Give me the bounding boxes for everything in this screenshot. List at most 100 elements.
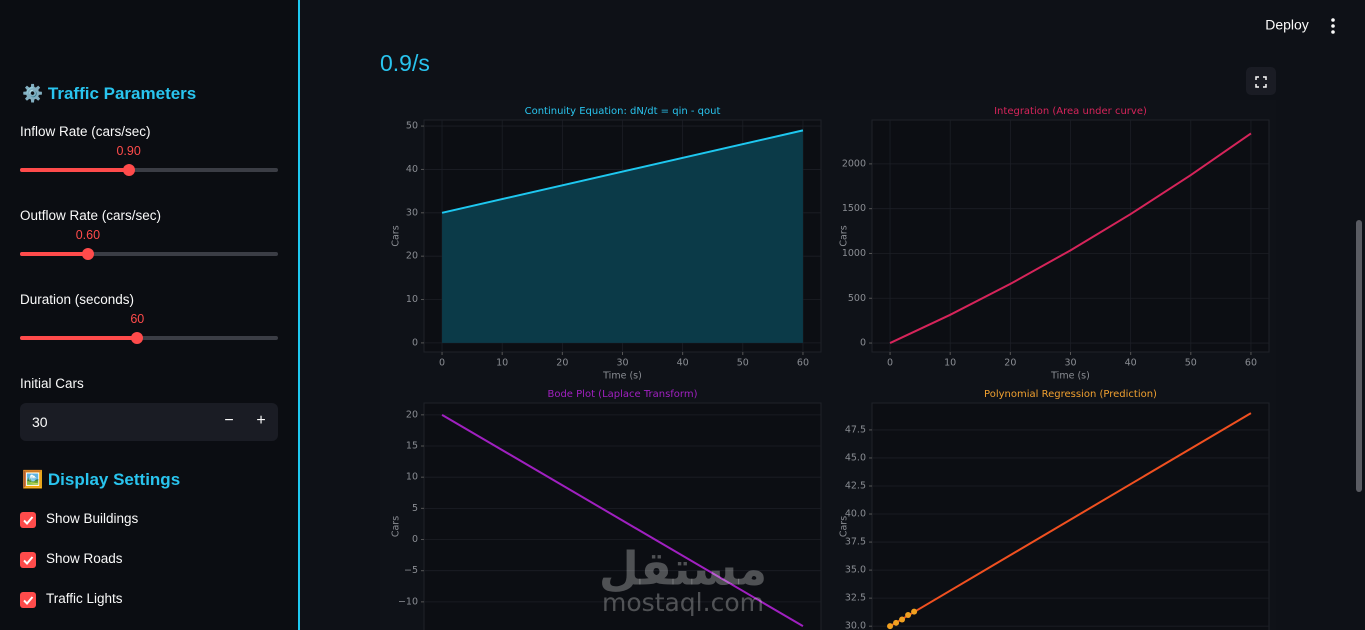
checkbox[interactable] xyxy=(20,512,36,528)
deploy-button[interactable]: Deploy xyxy=(1265,17,1309,33)
y-tick-label: 45.0 xyxy=(845,452,866,463)
x-tick-label: 0 xyxy=(439,358,445,369)
x-tick-label: 20 xyxy=(556,358,568,369)
checkbox-label: Traffic Lights xyxy=(46,591,123,606)
checkbox-label: Show Roads xyxy=(46,551,123,566)
slider-label: Duration (seconds) xyxy=(20,292,135,307)
y-tick-label: 1000 xyxy=(842,248,866,259)
x-axis-label: Time (s) xyxy=(1050,371,1090,382)
chart: Continuity Equation: dN/dt = qin - qout 0… xyxy=(391,106,822,382)
data-point xyxy=(911,608,918,615)
chart-title: Bode Plot (Laplace Transform) xyxy=(547,389,697,400)
chart: Bode Plot (Laplace Transform) 20 15 10 5 0 −5 −… xyxy=(391,389,822,630)
x-tick-label: 0 xyxy=(887,358,893,369)
x-tick-label: 50 xyxy=(1185,358,1197,369)
y-axis-label: Cars xyxy=(391,516,402,537)
y-tick-label: 42.5 xyxy=(845,480,866,491)
watermark-arabic: مستقل xyxy=(599,542,767,596)
x-tick-label: 30 xyxy=(1064,358,1076,369)
chart: Integration (Area under curve)0500100015… xyxy=(839,106,1270,382)
x-tick-label: 40 xyxy=(1125,358,1137,369)
data-point xyxy=(887,623,894,630)
number-value: 30 xyxy=(32,414,48,430)
metric: 0.9/s xyxy=(380,50,430,76)
slider-value: 0.90 xyxy=(116,144,141,158)
checkbox[interactable] xyxy=(20,552,36,568)
slider-thumb[interactable] xyxy=(131,332,144,344)
sidebar: ⚙️ Traffic Parameters Inflow Rate (cars/s… xyxy=(0,0,300,630)
y-tick-label: 40.0 xyxy=(845,509,866,520)
y-tick-label: −10 xyxy=(398,596,418,607)
y-tick-label: 2000 xyxy=(842,158,866,169)
y-axis-label: Cars xyxy=(839,225,850,246)
area-fill xyxy=(442,130,803,343)
y-axis-label: Cars xyxy=(839,516,850,537)
checkbox-label: Show Buildings xyxy=(46,511,139,526)
section-heading: 🖼️ Display Settings xyxy=(22,470,181,489)
slider-fill xyxy=(20,252,88,256)
x-tick-label: 60 xyxy=(1245,358,1257,369)
number-input[interactable]: 30 − + xyxy=(20,403,278,441)
slider-track xyxy=(20,252,278,256)
slider-thumb[interactable] xyxy=(122,164,135,176)
slider-thumb[interactable] xyxy=(81,248,94,260)
slider-track xyxy=(20,336,278,340)
y-tick-label: 1500 xyxy=(842,203,866,214)
y-tick-label: 0 xyxy=(860,338,866,349)
slider-label: Inflow Rate (cars/sec) xyxy=(20,124,151,139)
data-line xyxy=(889,412,1252,628)
y-tick-label: −5 xyxy=(404,565,418,576)
watermark-latin: mostaql.com xyxy=(602,588,764,617)
slider-track xyxy=(20,168,278,172)
x-tick-label: 10 xyxy=(944,358,956,369)
data-line xyxy=(441,129,804,214)
y-tick-label: 500 xyxy=(848,293,866,304)
slider-label: Outflow Rate (cars/sec) xyxy=(20,208,162,223)
chart: Polynomial Regression (Prediction) 30.0 32… xyxy=(839,389,1270,630)
slider-fill xyxy=(20,336,138,340)
y-tick-label: 0 xyxy=(412,534,418,545)
main-area: Deploy 0.9/s Continuity Equation: dN/dt … xyxy=(380,17,1362,630)
scrollbar[interactable] xyxy=(1356,220,1362,492)
fullscreen-button[interactable] xyxy=(1246,67,1276,95)
data-line xyxy=(441,413,804,628)
y-tick-label: 10 xyxy=(406,472,418,483)
y-tick-label: 5 xyxy=(412,503,418,514)
section-heading: ⚙️ Traffic Parameters xyxy=(22,84,197,103)
data-line xyxy=(889,132,1252,344)
y-tick-label: 30 xyxy=(406,207,418,218)
slider-fill xyxy=(20,168,129,172)
plot-area xyxy=(423,402,822,630)
y-tick-label: 50 xyxy=(406,121,418,132)
y-tick-label: 32.5 xyxy=(845,593,866,604)
x-tick-label: 20 xyxy=(1004,358,1016,369)
chart-title: Continuity Equation: dN/dt = qin - qout xyxy=(525,106,721,117)
main-group: Deploy 0.9/s Continuity Equation: dN/dt … xyxy=(380,17,1362,630)
y-tick-label: 0 xyxy=(412,337,418,348)
y-tick-label: 20 xyxy=(406,409,418,420)
slider-value: 60 xyxy=(130,312,145,326)
menu-button[interactable] xyxy=(1331,18,1335,34)
increment-button[interactable]: + xyxy=(256,412,266,429)
x-tick-label: 10 xyxy=(496,358,508,369)
input-label: Initial Cars xyxy=(20,376,84,391)
chart-title: Polynomial Regression (Prediction) xyxy=(984,389,1157,400)
x-axis-label: Time (s) xyxy=(602,371,642,382)
data-point xyxy=(905,611,912,618)
x-tick-label: 30 xyxy=(616,358,628,369)
x-tick-label: 40 xyxy=(677,358,689,369)
check-mark xyxy=(23,596,34,605)
y-tick-label: 10 xyxy=(406,294,418,305)
x-tick-label: 60 xyxy=(797,358,809,369)
decrement-button[interactable]: − xyxy=(224,412,234,429)
data-point xyxy=(893,619,900,626)
checkbox[interactable] xyxy=(20,592,36,608)
data-point xyxy=(899,616,906,623)
check-mark xyxy=(23,556,34,565)
check-mark xyxy=(23,516,34,525)
y-tick-label: 30.0 xyxy=(845,621,866,630)
y-tick-label: 40 xyxy=(406,164,418,175)
x-tick-label: 50 xyxy=(737,358,749,369)
